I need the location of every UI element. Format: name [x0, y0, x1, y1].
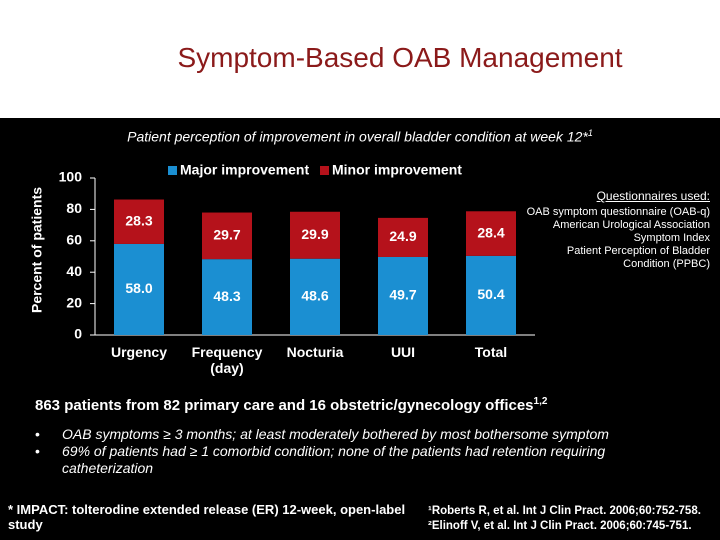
legend-label: Major improvement [180, 162, 309, 178]
value-label: 48.3 [213, 288, 240, 304]
bullet-text: 69% of patients had ≥ 1 comorbid conditi… [62, 443, 606, 476]
value-label: 58.0 [125, 280, 152, 296]
summary: 863 patients from 82 primary care and 16… [35, 396, 547, 414]
x-tick-label: Total [474, 344, 508, 360]
superscript: 1,2 [533, 396, 548, 407]
value-label: 28.3 [125, 212, 152, 228]
bar-segment [202, 259, 252, 335]
y-tick-label: 20 [66, 294, 82, 310]
slide-title: Symptom-Based OAB Management [177, 42, 623, 73]
y-tick-label: 100 [59, 169, 83, 185]
header-band: Symptom-Based OAB Management [0, 0, 720, 118]
chart-subtitle: Patient perception of improvement in ove… [127, 128, 588, 145]
bar-segment [114, 199, 164, 244]
value-label: 48.6 [301, 288, 328, 304]
bullet-text: OAB symptoms ≥ 3 months; at least modera… [62, 426, 609, 442]
bar-segment [290, 258, 340, 335]
bar-segment [114, 243, 164, 335]
superscript: 1 [587, 128, 593, 138]
value-label: 49.7 [389, 287, 416, 303]
bar-segment [466, 211, 516, 256]
value-label: 28.4 [477, 224, 504, 240]
bar-segment [378, 256, 428, 335]
bullet: • OAB symptoms ≥ 3 months; at least moder… [35, 426, 609, 442]
legend-swatch [168, 166, 177, 175]
value-label: 29.7 [213, 227, 240, 243]
value-label: 29.9 [301, 226, 328, 242]
side-item: Patient Perception of Bladder Condition … [566, 245, 710, 270]
y-tick-label: 0 [74, 326, 82, 342]
bullet: • 69% of patients had ≥ 1 comorbid condit… [35, 443, 695, 477]
x-tick-label: Frequency (day) [191, 344, 263, 376]
legend-swatch [320, 166, 329, 175]
side-note: Questionnaires used: OAB symptom questio… [520, 190, 710, 271]
side-heading: Questionnaires used: [596, 189, 710, 203]
bar-segment [466, 255, 516, 335]
value-label: 24.9 [389, 228, 416, 244]
y-tick-label: 80 [66, 200, 82, 216]
references: ¹Roberts R, et al. Int J Clin Pract. 200… [428, 504, 720, 534]
reference: ²Elinoff V, et al. Int J Clin Pract. 200… [428, 520, 692, 532]
y-axis-label: Percent of patients [29, 187, 45, 313]
bar-segment [290, 211, 340, 259]
x-tick-label: Nocturia [286, 344, 344, 360]
side-item: American Urological Association Symptom … [552, 219, 710, 244]
bar-segment [378, 217, 428, 257]
bar-segment [202, 212, 252, 260]
side-item: OAB symptom questionnaire (OAB-q) [526, 206, 710, 218]
bullet-list: • OAB symptoms ≥ 3 months; at least moder… [35, 426, 695, 477]
y-tick-label: 40 [66, 263, 82, 279]
x-tick-label: UUI [390, 344, 416, 360]
summary-text: 863 patients from 82 primary care and 16… [35, 397, 534, 414]
y-tick-label: 60 [66, 232, 82, 248]
x-tick-label: Urgency [110, 344, 168, 360]
legend-label: Minor improvement [332, 162, 462, 178]
value-label: 50.4 [477, 286, 504, 302]
chart-subtitle-box: Patient perception of improvement in ove… [0, 128, 720, 145]
footnote: * IMPACT: tolterodine extended release (… [8, 502, 406, 532]
reference: ¹Roberts R, et al. Int J Clin Pract. 200… [428, 505, 701, 517]
